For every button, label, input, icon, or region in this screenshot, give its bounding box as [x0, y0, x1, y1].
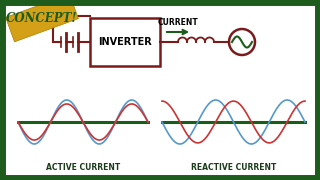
Text: ACTIVE CURRENT: ACTIVE CURRENT: [46, 163, 120, 172]
FancyBboxPatch shape: [6, 0, 78, 42]
Text: INVERTER: INVERTER: [98, 37, 152, 47]
Text: CONCEPT!: CONCEPT!: [6, 12, 78, 24]
Circle shape: [229, 29, 255, 55]
Text: CURRENT: CURRENT: [158, 18, 198, 27]
Text: REACTIVE CURRENT: REACTIVE CURRENT: [191, 163, 276, 172]
Bar: [90, 18, 160, 66]
